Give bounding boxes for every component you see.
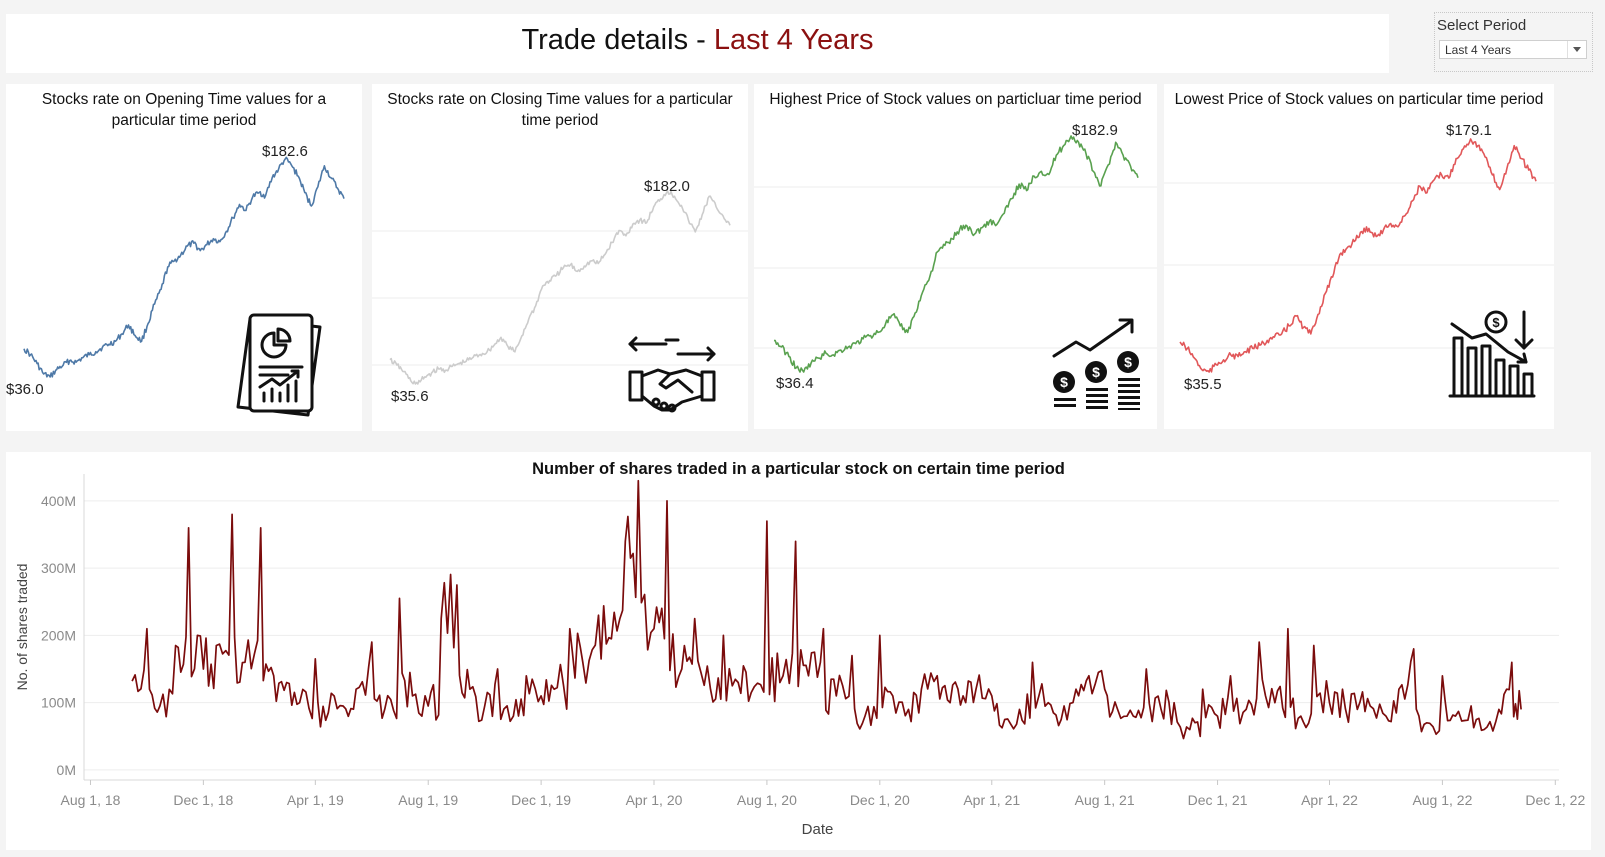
opening-price-chart-title: Stocks rate on Opening Time values for a… [41,91,327,129]
period-select[interactable]: Last 4 Years [1439,40,1587,59]
page-title: Trade details - Last 4 Years [6,24,1389,57]
y-tick-label: 200M [41,627,76,643]
y-tick-label: 0M [57,762,76,778]
report-icon [236,313,322,417]
closing-price-plot: $35.6 $182.0 [372,178,748,405]
y-tick-label: 100M [41,695,76,711]
price-series-line [1179,138,1537,373]
decline-icon: $ [1448,310,1536,398]
max-value-label: $182.0 [644,178,690,195]
svg-text:$: $ [1492,315,1500,330]
volume-chart-title: Number of shares traded in a particular … [532,460,1065,478]
lowest-price-chart: Lowest Price of Stock values on particul… [1164,84,1554,429]
x-axis-title: Date [802,821,834,838]
price-series-line [23,156,345,378]
x-tick-label: Aug 1, 21 [1075,792,1135,808]
x-tick-label: Apr 1, 20 [626,792,683,808]
page-title-accent: Last 4 Years [713,24,874,56]
y-tick-label: 400M [41,493,76,509]
title-bar: Trade details - Last 4 Years [6,14,1389,73]
period-select-value: Last 4 Years [1445,43,1512,57]
closing-price-chart: Stocks rate on Closing Time values for a… [372,84,748,431]
volume-plot: 0M 100M 200M 300M 400M Aug 1, 18 Dec 1, 18 Apr … [14,474,1585,838]
page-title-prefix: Trade details - [521,24,714,56]
lowest-price-chart-title: Lowest Price of Stock values on particul… [1174,91,1544,108]
price-series-line [389,190,731,385]
x-tick-label: Aug 1, 22 [1412,792,1472,808]
y-axis-title: No. of shares traded [14,564,30,691]
period-select-caret[interactable] [1567,41,1586,58]
x-tick-label: Dec 1, 22 [1525,792,1585,808]
x-tick-label: Aug 1, 19 [398,792,458,808]
opening-price-chart: Stocks rate on Opening Time values for a… [6,84,362,431]
x-tick-label: Dec 1, 20 [850,792,910,808]
x-tick-label: Dec 1, 18 [173,792,233,808]
growth-coins-icon: $ $ $ [1052,318,1140,410]
chevron-down-icon [1573,47,1581,52]
x-tick-label: Apr 1, 19 [287,792,344,808]
volume-chart: Number of shares traded in a particular … [6,452,1591,850]
handshake-icon [628,336,716,413]
x-tick-label: Apr 1, 22 [1301,792,1358,808]
min-value-label: $35.6 [391,388,429,405]
x-tick-label: Dec 1, 19 [511,792,571,808]
x-tick-label: Apr 1, 21 [963,792,1020,808]
y-tick-label: 300M [41,560,76,576]
max-value-label: $182.6 [262,143,308,160]
period-filter: Select Period Last 4 Years [1434,12,1593,72]
closing-price-chart-title: Stocks rate on Closing Time values for a… [387,91,733,129]
volume-series-line [131,479,1522,740]
opening-price-plot: $36.0 $182.6 [6,143,345,398]
highest-price-chart-title: Highest Price of Stock values on particl… [769,91,1142,108]
highest-price-chart: Highest Price of Stock values on particl… [754,84,1157,429]
svg-text:$: $ [1092,364,1100,380]
max-value-label: $182.9 [1072,122,1118,139]
min-value-label: $36.4 [776,375,814,392]
min-value-label: $36.0 [6,381,44,398]
max-value-label: $179.1 [1446,122,1492,139]
x-tick-label: Dec 1, 21 [1188,792,1248,808]
svg-text:$: $ [1124,354,1132,370]
x-tick-label: Aug 1, 20 [737,792,797,808]
x-tick-label: Aug 1, 18 [61,792,121,808]
price-series-line [773,135,1139,373]
highest-price-plot: $36.4 $182.9 [754,122,1157,392]
svg-text:$: $ [1060,374,1068,390]
min-value-label: $35.5 [1184,376,1222,393]
lowest-price-plot: $35.5 $179.1 [1164,122,1554,393]
period-filter-label: Select Period [1437,17,1527,34]
